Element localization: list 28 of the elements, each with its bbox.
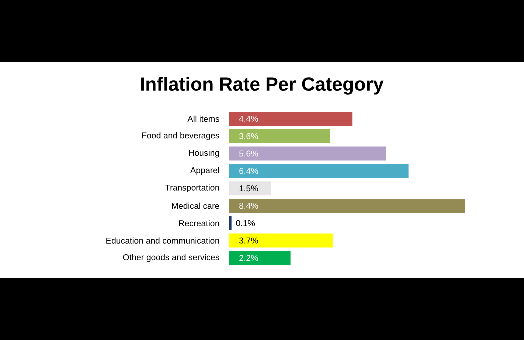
y-tick-label: Recreation <box>179 220 220 227</box>
bar <box>229 234 333 248</box>
data-label: 3.6% <box>240 133 258 140</box>
data-label: 8.4% <box>240 202 258 210</box>
data-label: 5.6% <box>240 150 258 157</box>
bar <box>229 198 465 213</box>
bar <box>229 112 353 126</box>
y-tick-label: All items <box>188 116 220 122</box>
bar <box>229 182 272 196</box>
data-label: 3.7% <box>240 238 258 244</box>
y-tick-label: Education and communication <box>106 238 220 244</box>
bar <box>229 129 330 144</box>
y-tick-label: Housing <box>189 150 220 158</box>
data-label: 6.4% <box>240 168 258 174</box>
bar <box>229 251 291 266</box>
y-tick-label: Other goods and services <box>123 254 220 262</box>
data-label: 0.1% <box>236 220 256 226</box>
data-label: 4.4% <box>239 116 258 122</box>
y-tick-label: Apparel <box>190 167 220 176</box>
bar <box>229 216 232 230</box>
chart-title: Inflation Rate Per Category <box>141 77 384 95</box>
y-tick-label: Food and beverages <box>142 132 220 140</box>
data-label: 2.2% <box>240 255 258 262</box>
bar <box>229 164 409 178</box>
y-tick-label: Medical care <box>172 202 220 210</box>
y-tick-label: Transportation <box>166 184 220 193</box>
bar <box>229 146 386 161</box>
data-label: 1.5% <box>240 186 258 192</box>
